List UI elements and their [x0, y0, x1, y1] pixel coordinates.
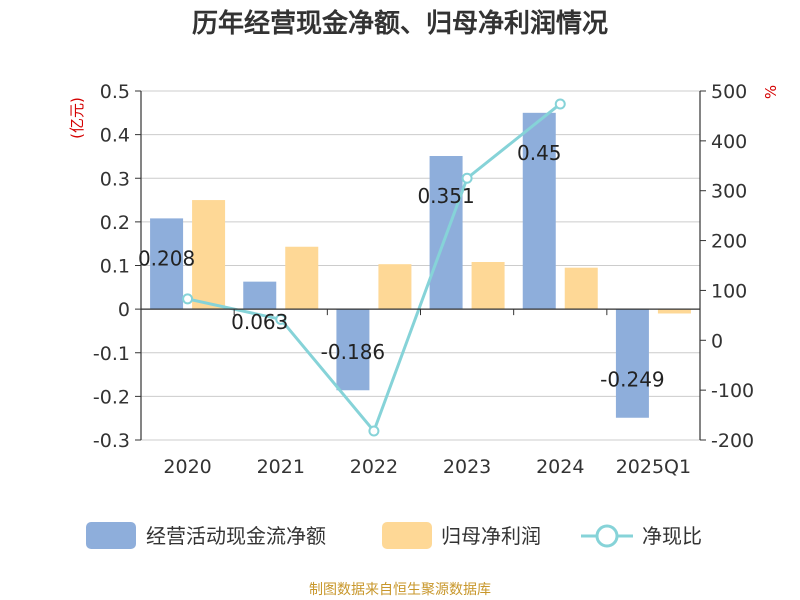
left-tick-label: -0.3 — [93, 430, 130, 452]
legend-swatch-profit — [382, 522, 432, 549]
left-tick-label: 0.4 — [100, 125, 130, 147]
cashflow-data-label: -0.249 — [600, 367, 664, 391]
ratio-point — [368, 425, 380, 437]
legend-label-profit: 归母净利润 — [441, 524, 541, 548]
cashflow-bar — [615, 309, 649, 418]
left-tick-label: 0.1 — [100, 256, 130, 278]
legend-marker-ratio — [595, 524, 619, 548]
source-note: 制图数据来自恒生聚源数据库 — [309, 582, 491, 598]
profit-bar — [285, 246, 319, 310]
left-tick-label: 0 — [118, 299, 130, 321]
cashflow-bar — [336, 309, 370, 391]
legend-swatch-cashflow — [86, 522, 136, 549]
category-label: 2022 — [350, 456, 398, 478]
category-label: 2025Q1 — [616, 456, 691, 478]
right-tick-label: 300 — [711, 181, 747, 203]
profit-bar — [657, 309, 691, 314]
right-axis-unit: % — [762, 85, 780, 99]
category-label: 2020 — [163, 456, 211, 478]
category-label: 2023 — [443, 456, 491, 478]
cashflow-data-label: 0.45 — [517, 141, 562, 165]
right-tick-label: 0 — [711, 330, 723, 352]
profit-bar — [471, 262, 505, 310]
cashflow-bar — [150, 218, 184, 310]
cashflow-data-label: 0.208 — [138, 247, 195, 271]
ratio-point — [182, 293, 194, 305]
left-tick-label: -0.2 — [93, 386, 130, 408]
cashflow-data-label: -0.186 — [321, 340, 385, 364]
cashflow-data-label: 0.063 — [231, 310, 288, 334]
ratio-point — [461, 172, 473, 184]
right-tick-label: 400 — [711, 131, 747, 153]
chart-title: 历年经营现金净额、归母净利润情况 — [192, 8, 608, 39]
legend-label-cashflow: 经营活动现金流净额 — [146, 524, 326, 548]
legend: 经营活动现金流净额 归母净利润 净现比 — [86, 522, 702, 549]
right-tick-label: -200 — [711, 430, 754, 452]
ratio-line — [182, 98, 566, 437]
right-tick-label: 500 — [711, 81, 747, 103]
profit-bar — [564, 267, 598, 310]
left-tick-label: 0.5 — [100, 81, 130, 103]
cashflow-bar — [522, 112, 556, 310]
left-tick-label: -0.1 — [93, 343, 130, 365]
profit-bar — [378, 264, 412, 310]
right-tick-label: 200 — [711, 231, 747, 253]
right-tick-label: 100 — [711, 280, 747, 302]
bars — [150, 112, 691, 418]
ratio-point — [275, 313, 287, 325]
left-axis-unit: (亿元) — [68, 97, 86, 139]
category-label: 2024 — [536, 456, 584, 478]
left-tick-label: 0.2 — [100, 212, 130, 234]
axes: 0.5 0.4 0.3 0.2 0.1 0 -0.1 -0.2 -0.3 500 400 300 200… — [93, 81, 754, 478]
category-label: 2021 — [257, 456, 305, 478]
left-tick-label: 0.3 — [100, 168, 130, 190]
cashflow-bar — [243, 281, 277, 310]
ratio-point — [554, 98, 566, 110]
cashflow-data-label: 0.351 — [417, 184, 474, 208]
legend-label-ratio: 净现比 — [642, 524, 702, 548]
data-labels: 0.208 0.063 -0.186 0.351 0.45 -0.249 — [138, 141, 665, 391]
right-tick-label: -100 — [711, 380, 754, 402]
profit-bar — [192, 200, 226, 310]
